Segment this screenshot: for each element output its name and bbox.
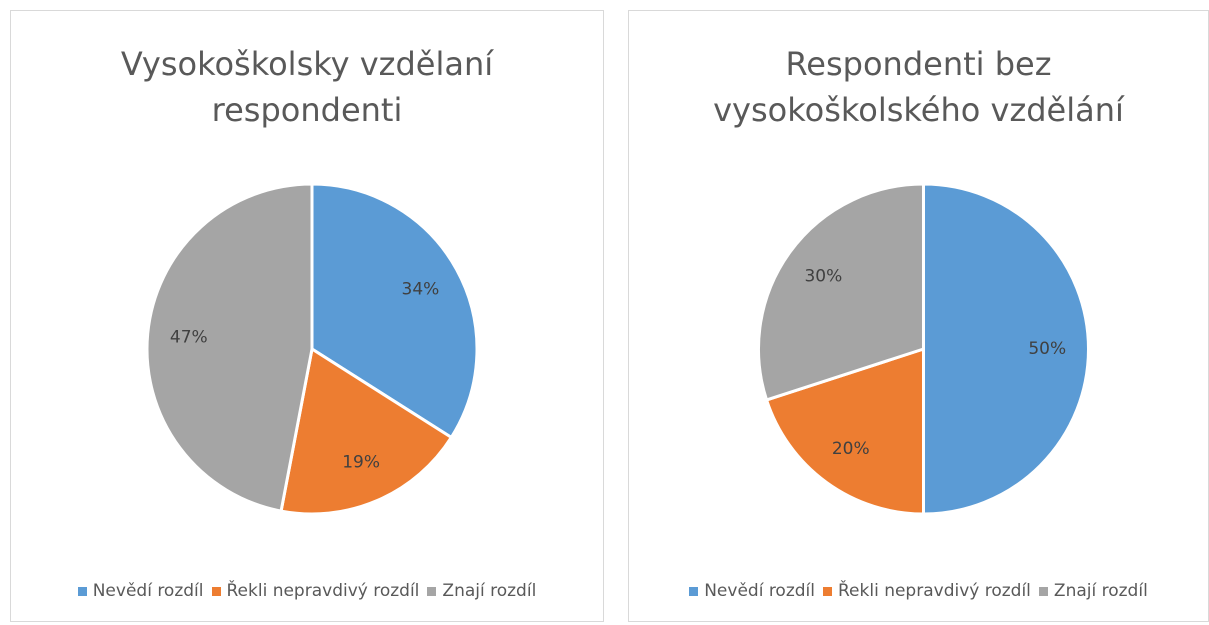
legend: Nevědí rozdíl Řekli nepravdivý rozdíl Znaj… <box>629 581 1208 601</box>
legend-swatch <box>689 586 699 596</box>
pie-slice <box>145 182 314 513</box>
legend-swatch <box>427 586 437 596</box>
legend-swatch <box>77 586 87 596</box>
legend-item: Znají rozdíl <box>1038 581 1148 601</box>
data-label: 19% <box>342 453 380 473</box>
data-label: 30% <box>804 266 842 286</box>
legend-item: Nevědí rozdíl <box>689 581 815 601</box>
pie-slice <box>757 182 925 402</box>
pie-plot: 50% 20% 30% <box>757 182 1090 516</box>
legend-item: Nevědí rozdíl <box>77 581 204 601</box>
chart-title: Respondenti bez vysokoškolského vzdělání <box>713 45 1124 129</box>
chart-title: Vysokoškolsky vzdělaní respondenti <box>120 45 494 129</box>
legend-label: Znají rozdíl <box>442 581 537 601</box>
legend-swatch <box>1038 586 1048 596</box>
chart-panel: 50% 20% 30% Respondenti bez vysokoškolského… <box>628 10 1209 622</box>
legend-item: Řekli nepravdivý rozdíl <box>823 581 1031 601</box>
legend-label: Nevědí rozdíl <box>92 581 204 601</box>
legend-item: Řekli nepravdivý rozdíl <box>211 581 420 601</box>
data-label: 47% <box>170 327 208 347</box>
legend-label: Řekli nepravdivý rozdíl <box>226 581 420 601</box>
legend-swatch <box>823 586 832 596</box>
pie-slice <box>922 182 1090 516</box>
pie-plot: 34% 19% 47% <box>145 182 479 516</box>
pie-slice <box>764 346 925 516</box>
chart-panel: 34% 19% 47% Vysokoškolsky vzdělaní responde… <box>10 10 604 622</box>
pie-slice <box>279 346 454 516</box>
data-label: 50% <box>1028 339 1066 359</box>
legend-label: Znají rozdíl <box>1053 581 1148 601</box>
legend-item: Znají rozdíl <box>427 581 536 601</box>
legend-label: Nevědí rozdíl <box>704 581 815 601</box>
data-label: 34% <box>402 279 440 299</box>
legend: Nevědí rozdíl Řekli nepravdivý rozdíl Znaj… <box>11 581 603 601</box>
legend-swatch <box>211 586 221 596</box>
legend-label: Řekli nepravdivý rozdíl <box>838 581 1031 601</box>
data-label: 20% <box>832 439 870 459</box>
